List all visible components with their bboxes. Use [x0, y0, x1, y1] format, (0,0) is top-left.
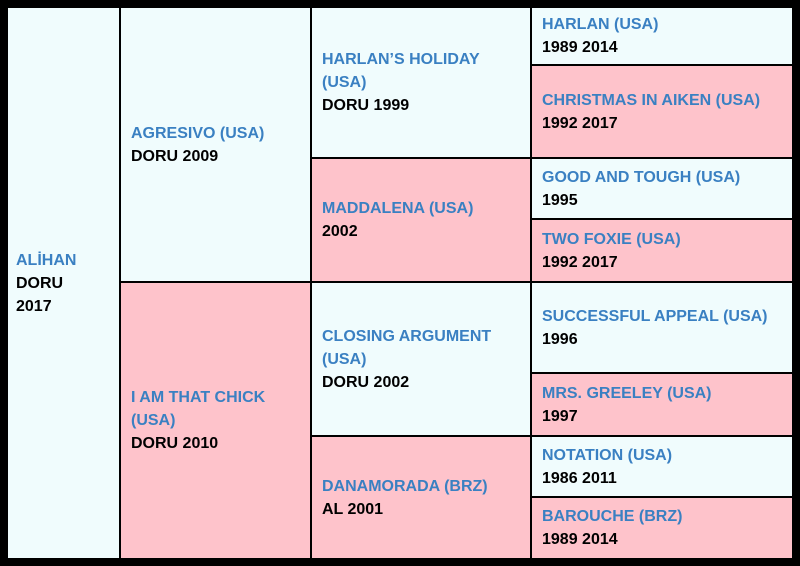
horse-cell: ALİHAN DORU 2017: [8, 8, 119, 558]
gg-cell-1: HARLAN (USA) 1989 2014: [532, 8, 792, 64]
gg-name-6: MRS. GREELEY (USA): [542, 384, 712, 402]
dam-name: I AM THAT CHICK (USA): [131, 389, 266, 429]
gg-cell-6: MRS. GREELEY (USA) 1997: [532, 374, 792, 435]
sire-dam-name: MADDALENA (USA): [322, 200, 474, 217]
gg-info-1: 1989 2014: [542, 39, 618, 56]
dam-dam-name: DANAMORADA (BRZ): [322, 477, 488, 495]
sire-sire-name: HARLAN’S HOLIDAY (USA): [322, 51, 480, 91]
gg-name-8: BAROUCHE (BRZ): [542, 508, 683, 525]
gg-cell-8: BAROUCHE (BRZ) 1989 2014: [532, 498, 792, 558]
sire-cell: AGRESIVO (USA) DORU 2009: [121, 8, 310, 281]
gg-name-4: TWO FOXIE (USA): [542, 230, 681, 248]
sire-name: AGRESIVO (USA): [131, 124, 265, 142]
gg-info-4: 1992 2017: [542, 253, 618, 271]
sire-dam-info: 2002: [322, 223, 358, 240]
horse-name: ALİHAN: [16, 251, 77, 269]
sire-info: DORU 2009: [131, 147, 219, 165]
gg-cell-2: CHRISTMAS IN AIKEN (USA) 1992 2017: [532, 66, 792, 157]
dam-dam-info: AL 2001: [322, 500, 384, 518]
sire-dam-cell: MADDALENA (USA) 2002: [312, 159, 530, 281]
gg-cell-3: GOOD AND TOUGH (USA) 1995: [532, 159, 792, 218]
horse-color: DORU: [16, 274, 64, 292]
gg-name-1: HARLAN (USA): [542, 16, 659, 33]
gg-cell-4: TWO FOXIE (USA) 1992 2017: [532, 220, 792, 281]
horse-year: 2017: [16, 297, 52, 315]
gg-info-7: 1986 2011: [542, 469, 617, 487]
gg-cell-5: SUCCESSFUL APPEAL (USA) 1996: [532, 283, 792, 372]
gg-name-2: CHRISTMAS IN AIKEN (USA): [542, 91, 761, 109]
dam-dam-cell: DANAMORADA (BRZ) AL 2001: [312, 437, 530, 558]
sire-sire-info: DORU 1999: [322, 97, 410, 114]
dam-sire-name: CLOSING ARGUMENT (USA): [322, 327, 492, 368]
dam-info: DORU 2010: [131, 435, 219, 452]
gg-name-5: SUCCESSFUL APPEAL (USA): [542, 307, 768, 325]
gg-cell-7: NOTATION (USA) 1986 2011: [532, 437, 792, 496]
dam-cell: I AM THAT CHICK (USA) DORU 2010: [121, 283, 310, 558]
sire-sire-cell: HARLAN’S HOLIDAY (USA) DORU 1999: [312, 8, 530, 157]
gg-name-3: GOOD AND TOUGH (USA): [542, 168, 741, 186]
gg-info-3: 1995: [542, 191, 578, 209]
gg-info-5: 1996: [542, 330, 578, 348]
gg-info-8: 1989 2014: [542, 531, 618, 548]
dam-sire-cell: CLOSING ARGUMENT (USA) DORU 2002: [312, 283, 530, 435]
dam-sire-info: DORU 2002: [322, 373, 410, 391]
gg-info-6: 1997: [542, 407, 578, 425]
gg-info-2: 1992 2017: [542, 114, 618, 132]
gg-name-7: NOTATION (USA): [542, 446, 673, 464]
